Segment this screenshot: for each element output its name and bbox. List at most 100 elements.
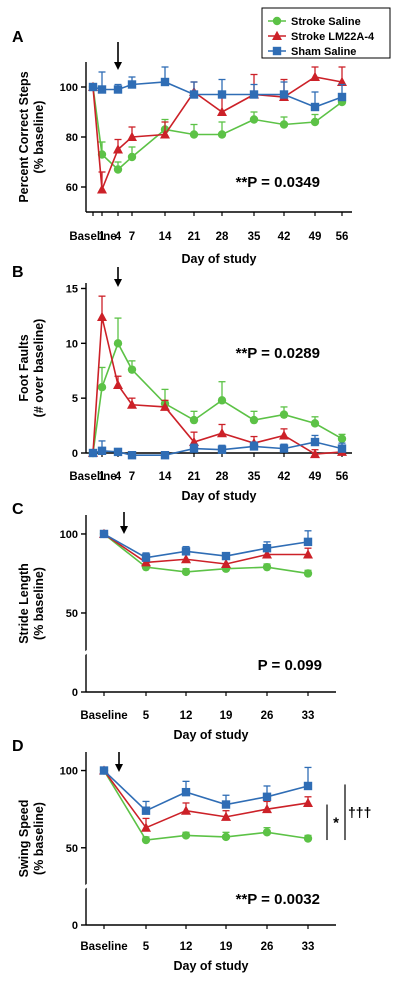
x-tick-label: 12: [180, 710, 193, 722]
y-tick-label: 50: [66, 843, 78, 855]
panel-letter: A: [12, 29, 24, 46]
data-point: [303, 781, 313, 791]
data-point: [141, 835, 151, 845]
treatment-arrow: [114, 42, 122, 70]
data-point: [303, 549, 313, 559]
legend-item: Sham Saline: [268, 46, 356, 58]
axis-break: [81, 882, 91, 891]
data-point: [262, 803, 272, 814]
data-point: [141, 822, 151, 832]
x-tick-label: Baseline: [69, 231, 116, 243]
data-point: [262, 543, 272, 553]
series-sham-saline: [99, 766, 313, 815]
data-point: [217, 106, 227, 116]
x-axis-title: Day of study: [181, 489, 256, 503]
data-point: [303, 797, 313, 807]
x-tick-label: 1: [99, 471, 106, 483]
arrow-head: [114, 62, 122, 70]
y-tick-label: 0: [72, 448, 78, 460]
data-point: [181, 554, 191, 564]
data-point: [189, 415, 199, 425]
y-tick-label: 0: [72, 920, 78, 932]
series-line: [103, 533, 309, 559]
data-point: [217, 445, 227, 454]
data-point: [113, 144, 123, 154]
y-axis-title: (% baseline): [32, 802, 46, 875]
y-tick-label: 100: [60, 766, 78, 778]
data-point: [303, 537, 313, 547]
legend: Stroke Saline Stroke LM22A-4 Sham Saline: [261, 7, 391, 59]
x-tick-label: 28: [216, 231, 229, 243]
y-tick-label: 100: [60, 529, 78, 541]
data-point: [181, 547, 191, 556]
data-point: [160, 77, 170, 87]
data-point: [279, 430, 289, 440]
legend-label: Stroke Saline: [291, 16, 361, 28]
series-sham-saline: [88, 434, 347, 460]
significance-daggers: †††: [348, 804, 371, 820]
data-point: [310, 437, 320, 447]
legend-label: Sham Saline: [291, 46, 356, 58]
x-tick-label: 28: [216, 471, 229, 483]
data-point: [189, 90, 199, 99]
y-tick-label: 5: [72, 393, 78, 405]
x-tick-label: 4: [115, 231, 122, 243]
data-point: [272, 30, 282, 40]
data-point: [279, 90, 289, 99]
data-point: [262, 549, 272, 559]
data-point: [337, 444, 347, 453]
treatment-arrow: [115, 752, 123, 772]
data-point: [141, 553, 151, 562]
arrow-head: [115, 764, 123, 772]
data-point: [88, 82, 98, 92]
data-point: [221, 832, 231, 842]
y-axis-title: Percent Correct Steps: [17, 71, 31, 202]
data-point: [221, 551, 231, 561]
x-tick-label: 56: [336, 471, 349, 483]
x-tick-label: Baseline: [69, 471, 116, 483]
data-point: [262, 792, 272, 801]
data-point: [97, 446, 107, 456]
x-tick-label: 33: [302, 710, 315, 722]
data-point: [217, 90, 227, 99]
arrow-head: [120, 526, 128, 534]
x-tick-label: 33: [302, 941, 315, 953]
data-point: [127, 131, 137, 141]
data-point: [181, 567, 191, 577]
data-point: [181, 831, 191, 840]
data-point: [99, 766, 109, 775]
data-point: [217, 130, 227, 139]
data-point: [113, 339, 123, 348]
x-tick-label: 5: [143, 941, 150, 953]
panel-letter: D: [12, 738, 24, 755]
data-point: [221, 558, 231, 568]
x-axis-title: Day of study: [173, 728, 248, 742]
data-point: [160, 129, 170, 139]
data-point: [113, 165, 123, 174]
series-sham-saline: [99, 529, 313, 562]
x-axis-title: Day of study: [173, 959, 248, 973]
series-stroke-saline: [88, 82, 347, 174]
x-tick-label: 14: [159, 471, 172, 483]
x-tick-label: 42: [278, 231, 291, 243]
legend-item: Stroke LM22A-4: [268, 30, 375, 43]
p-value-annotation: **P = 0.0289: [236, 345, 320, 362]
significance-star: *: [333, 815, 339, 832]
data-point: [279, 410, 289, 419]
x-tick-label: 35: [248, 471, 261, 483]
x-tick-label: 35: [248, 231, 261, 243]
series-stroke-saline: [99, 766, 313, 845]
legend-item: Stroke Saline: [268, 16, 361, 28]
x-tick-label: 5: [143, 710, 150, 722]
data-point: [181, 805, 191, 815]
x-tick-label: 49: [309, 231, 322, 243]
y-tick-label: 80: [66, 132, 78, 144]
series-line: [103, 769, 309, 812]
x-tick-label: 21: [188, 231, 201, 243]
p-value-annotation: **P = 0.0349: [236, 174, 320, 191]
axis-break: [81, 648, 91, 657]
series-stroke-saline: [88, 317, 347, 458]
p-value-annotation: **P = 0.0032: [236, 891, 320, 908]
